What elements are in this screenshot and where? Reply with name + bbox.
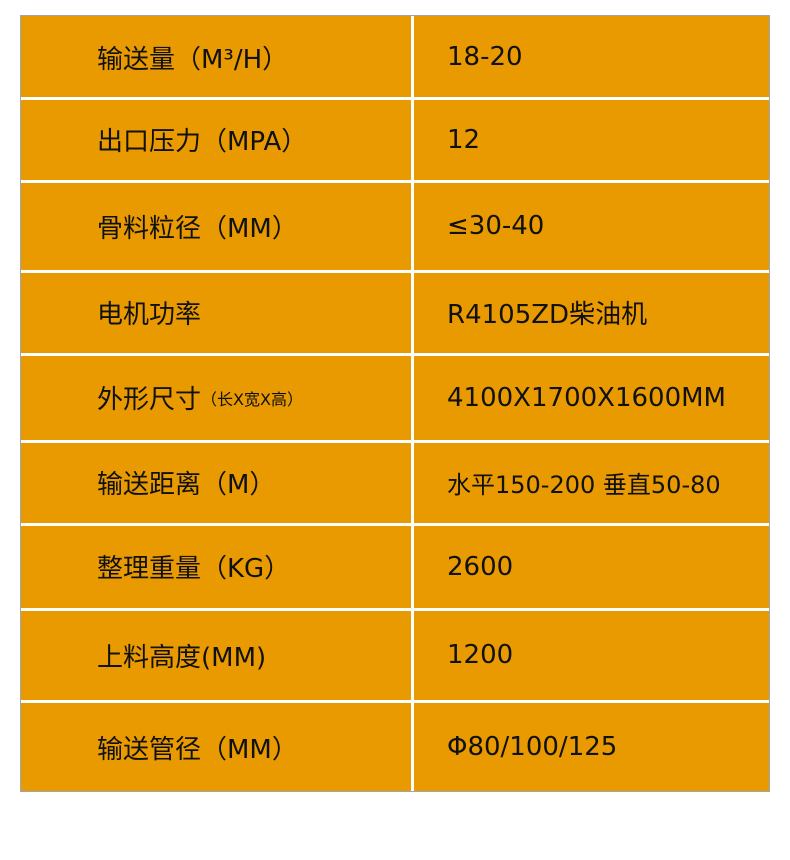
row-divider [21, 270, 769, 273]
spec-label: 输送量（M³/H） [21, 16, 411, 98]
spec-label-text: 骨料粒径（MM） [97, 213, 298, 244]
spec-value: R4105ZD柴油机 [447, 300, 648, 330]
spec-row: 输送量（M³/H） 18-20 [21, 16, 769, 98]
spec-label-text: 输送量（M³/H） [97, 44, 289, 75]
row-divider [21, 180, 769, 183]
spec-row: 出口压力（MPA） 12 [21, 98, 769, 181]
spec-value: 12 [447, 124, 481, 155]
row-divider [21, 700, 769, 703]
spec-row: 输送距离（M） 水平150-200 垂直50-80 [21, 441, 769, 524]
spec-value: 1200 [447, 640, 514, 670]
spec-row: 整理重量（KG） 2600 [21, 524, 769, 609]
spec-label-text: 外形尺寸 [97, 385, 202, 415]
row-divider [21, 353, 769, 356]
spec-row: 输送管径（MM） Φ80/100/125 [21, 701, 769, 793]
spec-label: 出口压力（MPA） [21, 98, 411, 181]
spec-label-note: （长X宽X高） [201, 389, 303, 409]
spec-row: 外形尺寸 （长X宽X高） 4100X1700X1600MM [21, 354, 769, 441]
spec-label: 输送距离（M） [21, 441, 411, 524]
spec-value: 18-20 [447, 42, 523, 72]
spec-label: 电机功率 [21, 271, 411, 354]
spec-value: 4100X1700X1600MM [447, 382, 726, 413]
spec-value: 水平150-200 垂直50-80 [447, 471, 721, 499]
spec-label-text: 整理重量（KG） [97, 554, 291, 584]
spec-label-text: 输送管径（MM） [97, 734, 298, 765]
spec-row: 电机功率 R4105ZD柴油机 [21, 271, 769, 354]
row-divider [21, 440, 769, 443]
row-divider [21, 523, 769, 526]
column-divider [411, 16, 414, 791]
spec-label: 整理重量（KG） [21, 524, 411, 609]
spec-label: 外形尺寸 （长X宽X高） [21, 354, 411, 441]
spec-label: 上料高度(MM) [21, 609, 411, 701]
spec-value: Φ80/100/125 [447, 732, 618, 762]
spec-value: 2600 [447, 551, 514, 582]
spec-label-text: 出口压力（MPA） [97, 127, 308, 157]
spec-table: 输送量（M³/H） 18-20 出口压力（MPA） 12 骨料粒径（MM） ≤30-40 电… [20, 15, 770, 792]
row-divider [21, 97, 769, 100]
spec-label: 骨料粒径（MM） [21, 181, 411, 271]
spec-label-text: 输送距离（M） [97, 470, 276, 500]
spec-value: ≤30-40 [447, 211, 545, 241]
spec-label: 输送管径（MM） [21, 701, 411, 793]
spec-row: 骨料粒径（MM） ≤30-40 [21, 181, 769, 271]
spec-label-text: 上料高度(MM) [97, 642, 267, 673]
spec-label-text: 电机功率 [97, 300, 202, 330]
spec-row: 上料高度(MM) 1200 [21, 609, 769, 701]
row-divider [21, 608, 769, 611]
